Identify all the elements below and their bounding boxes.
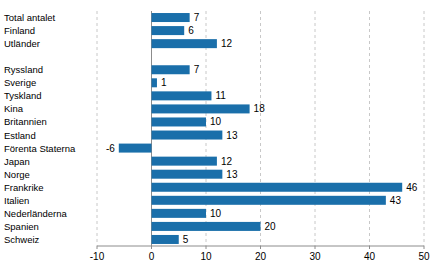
- data-label: 20: [265, 221, 277, 232]
- data-label: 5: [183, 234, 189, 245]
- category-label: Förenta Staterna: [4, 143, 76, 154]
- tick-label: -10: [90, 251, 105, 262]
- data-label: 10: [210, 116, 222, 127]
- bars: [119, 13, 402, 244]
- category-label: Kina: [4, 103, 24, 114]
- data-label: 18: [254, 103, 266, 114]
- bar: [152, 78, 157, 87]
- tick-label: 30: [309, 251, 321, 262]
- bar: [152, 222, 261, 231]
- data-label: 1: [161, 77, 167, 88]
- category-label: Utländer: [4, 38, 40, 49]
- chart: -10 0 10 20 30 40 50 Total antalet 7 Finland 6 Utlä…: [0, 0, 442, 272]
- tick-label: 40: [364, 251, 376, 262]
- category-label: Ryssland: [4, 64, 43, 75]
- bar: [152, 209, 207, 218]
- bar: [152, 13, 190, 22]
- category-label: Nederländerna: [4, 208, 68, 219]
- bar: [152, 157, 217, 166]
- tick-label: 0: [149, 251, 155, 262]
- bar: [152, 104, 250, 113]
- bar: [152, 196, 386, 205]
- data-label: 13: [226, 130, 238, 141]
- grid-line: [424, 11, 425, 246]
- bar: [152, 235, 179, 244]
- data-label: 43: [390, 195, 402, 206]
- category-label: Total antalet: [4, 12, 56, 23]
- category-label: Italien: [4, 195, 29, 206]
- category-label: Sverige: [4, 77, 36, 88]
- data-label: 7: [194, 64, 200, 75]
- category-label: Tyskland: [4, 90, 42, 101]
- category-label: Finland: [4, 25, 35, 36]
- bar: [152, 39, 217, 48]
- bar: [152, 26, 185, 35]
- grid-line: [97, 11, 98, 246]
- grid-line: [369, 11, 370, 246]
- bar: [152, 170, 223, 179]
- category-label: Japan: [4, 156, 30, 167]
- data-label: -6: [106, 143, 115, 154]
- category-label: Norge: [4, 169, 30, 180]
- tick-label: 20: [255, 251, 267, 262]
- data-label: 7: [194, 12, 200, 23]
- grid-line: [260, 11, 261, 246]
- bar: [152, 131, 223, 140]
- bar: [152, 65, 190, 74]
- bar: [152, 117, 207, 126]
- category-label: Britannien: [4, 116, 47, 127]
- tick-label: 50: [418, 251, 430, 262]
- tick-label: 10: [200, 251, 212, 262]
- grid-line: [315, 11, 316, 246]
- data-label: 12: [221, 156, 233, 167]
- category-label: Schweiz: [4, 234, 40, 245]
- x-axis: [97, 246, 424, 247]
- category-label: Spanien: [4, 221, 39, 232]
- data-label: 11: [215, 90, 226, 101]
- bar: [119, 144, 152, 153]
- bar: [152, 91, 212, 100]
- data-label: 46: [406, 182, 418, 193]
- category-label: Estland: [4, 130, 36, 141]
- data-label: 6: [188, 25, 194, 36]
- data-label: 10: [210, 208, 222, 219]
- data-label: 12: [221, 38, 233, 49]
- data-label: 13: [226, 169, 238, 180]
- bar: [152, 183, 403, 192]
- category-label: Frankrike: [4, 182, 44, 193]
